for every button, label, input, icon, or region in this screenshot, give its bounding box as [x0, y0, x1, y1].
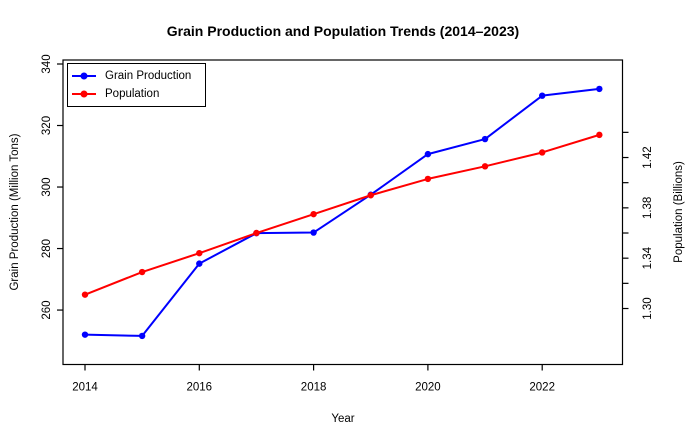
legend-item-grain-production: Grain Production [72, 69, 205, 84]
svg-text:320: 320 [41, 116, 53, 135]
svg-text:1.42: 1.42 [642, 146, 654, 168]
svg-text:260: 260 [41, 300, 53, 319]
svg-text:1.34: 1.34 [642, 246, 654, 269]
y-axis-right-title: Population (Billions) [673, 161, 685, 263]
svg-text:2016: 2016 [187, 382, 213, 394]
chart-title: Grain Production and Population Trends (… [166, 23, 520, 39]
x-axis-ticks: 2014 2016 2018 2020 2022 [72, 364, 555, 394]
grain-production-dot-icon [80, 72, 88, 80]
svg-text:2018: 2018 [301, 382, 327, 394]
svg-text:280: 280 [41, 239, 53, 258]
y-axis-right-ticks: 1.30 1.34 1.38 1.42 [622, 131, 654, 320]
svg-text:1.38: 1.38 [642, 197, 654, 219]
legend-label: Grain Production [105, 70, 192, 82]
legend: Grain Production Population [67, 63, 206, 107]
grain-production-line-icon [72, 72, 96, 80]
svg-text:340: 340 [41, 54, 53, 73]
population-line-icon [72, 90, 96, 98]
svg-text:1.30: 1.30 [642, 297, 654, 319]
y-axis-left-title: Grain Production (Million Tons) [9, 133, 21, 291]
svg-text:300: 300 [41, 177, 53, 196]
svg-text:2014: 2014 [72, 382, 98, 394]
series-grain-production [81, 85, 603, 340]
legend-item-population: Population [72, 87, 205, 102]
svg-text:2020: 2020 [415, 382, 441, 394]
plot-box [62, 59, 624, 366]
legend-label: Population [105, 88, 160, 100]
y-axis-left-ticks: 260 280 300 320 340 [41, 54, 63, 320]
population-dot-icon [80, 90, 88, 98]
svg-text:2022: 2022 [529, 382, 555, 394]
series-population [81, 131, 603, 298]
x-axis-title: Year [331, 413, 355, 425]
